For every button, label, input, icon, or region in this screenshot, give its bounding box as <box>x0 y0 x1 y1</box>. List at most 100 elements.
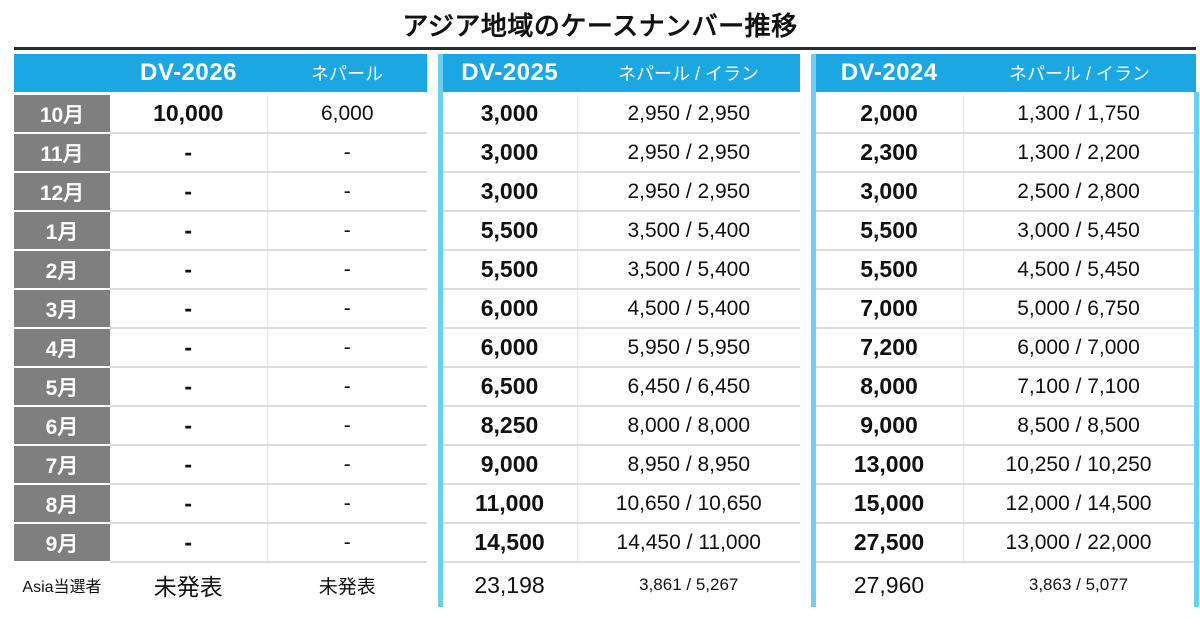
asia-winners-label: Asia当選者 <box>14 562 110 607</box>
dv2026-value: - <box>110 328 268 368</box>
case-number-table: DV-2026 ネパール DV-2025 ネパール / イラン DV-2024 … <box>14 54 1199 607</box>
nepal-iran-2024-value: 12,000 / 14,500 <box>963 484 1199 524</box>
group-separator <box>427 54 443 95</box>
group-separator <box>427 172 443 211</box>
dv2024-value: 8,000 <box>813 367 964 407</box>
header-dv2024: DV-2024 <box>813 54 963 95</box>
group-separator <box>800 54 816 95</box>
asia-dv2025-value: 23,198 <box>440 562 578 607</box>
table-top-rule <box>14 47 1196 50</box>
group-separator <box>427 406 443 445</box>
dv2024-value: 5,500 <box>813 250 964 290</box>
nepal-2026-value: - <box>267 523 427 563</box>
header-nepal-iran-2024: ネパール / イラン <box>963 54 1196 95</box>
nepal-iran-2024-value: 1,300 / 2,200 <box>963 133 1199 173</box>
dv2024-value: 2,300 <box>813 133 964 173</box>
dv2025-value: 8,250 <box>440 406 578 446</box>
dv2024-value: 15,000 <box>813 484 964 524</box>
nepal-iran-2024-value: 7,100 / 7,100 <box>963 367 1199 407</box>
table-row: 11月 - -3,000 2,950 / 2,950 2,300 1,300 / 2,20… <box>14 133 1199 173</box>
month-label: 3月 <box>14 289 110 329</box>
dv2024-value: 2,000 <box>813 93 964 134</box>
month-label: 9月 <box>14 523 110 563</box>
nepal-iran-2024-value: 2,500 / 2,800 <box>963 172 1199 212</box>
dv2026-value: - <box>110 484 268 524</box>
nepal-2026-value: - <box>267 328 427 368</box>
dv2025-value: 11,000 <box>440 484 578 524</box>
nepal-iran-2025-value: 14,450 / 11,000 <box>577 523 800 563</box>
table-row: 6月 - -8,250 8,000 / 8,000 9,000 8,500 / 8,500 <box>14 406 1199 446</box>
asia-dv2026-value: 未発表 <box>110 562 268 607</box>
month-label: 10月 <box>14 93 110 134</box>
group-separator <box>800 406 816 445</box>
nepal-iran-2024-value: 13,000 / 22,000 <box>963 523 1199 563</box>
asia-dv2024-value: 27,960 <box>813 562 964 607</box>
group-separator <box>800 289 816 328</box>
group-separator <box>427 367 443 406</box>
asia-nepal-iran-2025-value: 3,861 / 5,267 <box>639 575 739 594</box>
group-separator <box>800 93 816 133</box>
nepal-iran-2025-value: 3,500 / 5,400 <box>577 250 800 290</box>
nepal-2026-value: - <box>267 211 427 251</box>
group-separator <box>800 445 816 484</box>
nepal-2026-value: - <box>267 406 427 446</box>
header-corner-cell <box>14 54 110 95</box>
table-row: 10月 10,000 6,000 3,000 2,950 / 2,950 2,000 1,3… <box>14 93 1199 134</box>
group-separator <box>800 211 816 250</box>
group-separator <box>427 328 443 367</box>
group-separator <box>427 289 443 328</box>
nepal-iran-2024-value: 4,500 / 5,450 <box>963 250 1199 290</box>
nepal-iran-2024-value: 6,000 / 7,000 <box>963 328 1199 368</box>
dv2026-value: - <box>110 250 268 290</box>
nepal-iran-2024-value: 1,300 / 1,750 <box>963 93 1199 134</box>
nepal-iran-2025-value: 6,450 / 6,450 <box>577 367 800 407</box>
nepal-2026-value: - <box>267 250 427 290</box>
dv2024-value: 7,200 <box>813 328 964 368</box>
nepal-2026-value: - <box>267 289 427 329</box>
table-summary: Asia当選者 未発表 未発表 23,198 3,861 / 5,267 27,… <box>14 562 1199 607</box>
dv2026-value: - <box>110 445 268 485</box>
nepal-2026-value: - <box>267 445 427 485</box>
dv2025-value: 5,500 <box>440 211 578 251</box>
dv2025-value: 6,000 <box>440 328 578 368</box>
group-separator <box>800 367 816 406</box>
group-separator <box>427 484 443 523</box>
group-separator <box>800 523 816 562</box>
dv2024-value: 7,000 <box>813 289 964 329</box>
table-row: 12月 - -3,000 2,950 / 2,950 3,000 2,500 / 2,80… <box>14 172 1199 212</box>
month-label: 4月 <box>14 328 110 368</box>
dv2026-value: - <box>110 523 268 563</box>
dv2025-value: 3,000 <box>440 172 578 212</box>
nepal-iran-2024-value: 10,250 / 10,250 <box>963 445 1199 485</box>
nepal-iran-2025-value: 8,950 / 8,950 <box>577 445 800 485</box>
table-row: 2月 - -5,500 3,500 / 5,400 5,500 4,500 / 5,450 <box>14 250 1199 290</box>
dv2026-value: - <box>110 211 268 251</box>
group-separator <box>800 172 816 211</box>
month-label: 6月 <box>14 406 110 446</box>
group-separator <box>427 133 443 172</box>
month-label: 5月 <box>14 367 110 407</box>
group-separator <box>427 445 443 484</box>
dv2026-value: - <box>110 406 268 446</box>
group-separator <box>800 250 816 289</box>
group-separator <box>800 328 816 367</box>
dv2024-value: 3,000 <box>813 172 964 212</box>
asia-nepal-iran-2024-value: 3,863 / 5,077 <box>963 562 1199 607</box>
group-separator <box>427 211 443 250</box>
asia-winners-row: Asia当選者 未発表 未発表 23,198 3,861 / 5,267 27,… <box>14 562 1199 607</box>
nepal-iran-2025-value: 3,500 / 5,400 <box>577 211 800 251</box>
table-row: 8月 - -11,000 10,650 / 10,650 15,000 12,000 / … <box>14 484 1199 524</box>
nepal-iran-2024-value: 5,000 / 6,750 <box>963 289 1199 329</box>
dv2024-value: 27,500 <box>813 523 964 563</box>
nepal-iran-2025-value: 2,950 / 2,950 <box>577 93 800 134</box>
nepal-2026-value: - <box>267 133 427 173</box>
header-dv2025: DV-2025 <box>440 54 577 95</box>
group-separator <box>427 562 443 607</box>
dv2025-value: 6,500 <box>440 367 578 407</box>
dv2025-value: 5,500 <box>440 250 578 290</box>
dv2025-value: 14,500 <box>440 523 578 563</box>
nepal-iran-2025-value: 2,950 / 2,950 <box>577 172 800 212</box>
nepal-2026-value: 6,000 <box>267 93 427 134</box>
group-separator <box>427 250 443 289</box>
group-separator <box>427 523 443 562</box>
